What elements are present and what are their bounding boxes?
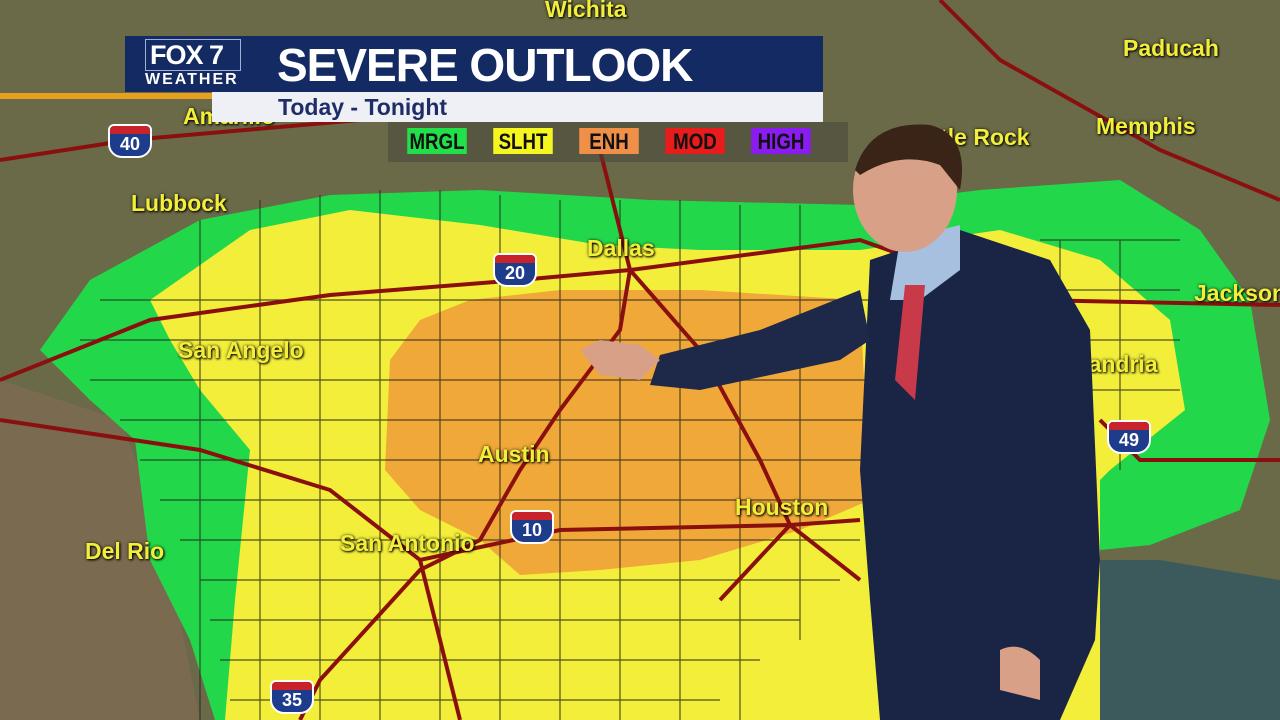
subtitle: Today - Tonight [278,94,448,120]
fox7-weather-logo: FOX 7 WEATHER [145,39,251,91]
page-title: SEVERE OUTLOOK [277,39,693,91]
banner-accent-line [0,93,212,99]
city-label-houston: Houston [735,494,829,520]
city-label-paducah: Paducah [1123,35,1219,61]
interstate-10-shield: 10 [510,510,554,544]
logo-weather: WEATHER [145,71,239,88]
interstate-40-shield: 40 [108,124,152,158]
city-label-memphis: Memphis [1096,113,1196,139]
city-label-jackson: Jackson [1194,280,1280,306]
interstate-20-shield: 20 [493,253,537,287]
city-label-wichita: Wichita [545,0,627,22]
interstate-35-shield: 35 [270,680,314,714]
legend-mod: MOD [665,128,725,154]
legend-high: HIGH [751,128,811,154]
terrain-mexico [0,380,200,720]
city-label-austin: Austin [478,441,550,467]
legend-enh: ENH [579,128,639,154]
subtitle-bar: Today - Tonight [212,92,823,122]
city-label-san-angelo: San Angelo [178,337,304,363]
legend-slht: SLHT [493,128,553,154]
city-label-del-rio: Del Rio [85,538,165,564]
city-label-lubbock: Lubbock [131,190,227,216]
logo-fox7: FOX 7 [145,39,241,71]
risk-legend: MRGL SLHT ENH MOD HIGH [388,122,848,162]
legend-mrgl: MRGL [407,128,467,154]
interstate-49-shield: 49 [1107,420,1151,454]
city-label-dallas: Dallas [587,235,655,261]
title-banner: FOX 7 WEATHER SEVERE OUTLOOK [125,36,823,92]
city-label-san-antonio: San Antonio [340,530,475,556]
